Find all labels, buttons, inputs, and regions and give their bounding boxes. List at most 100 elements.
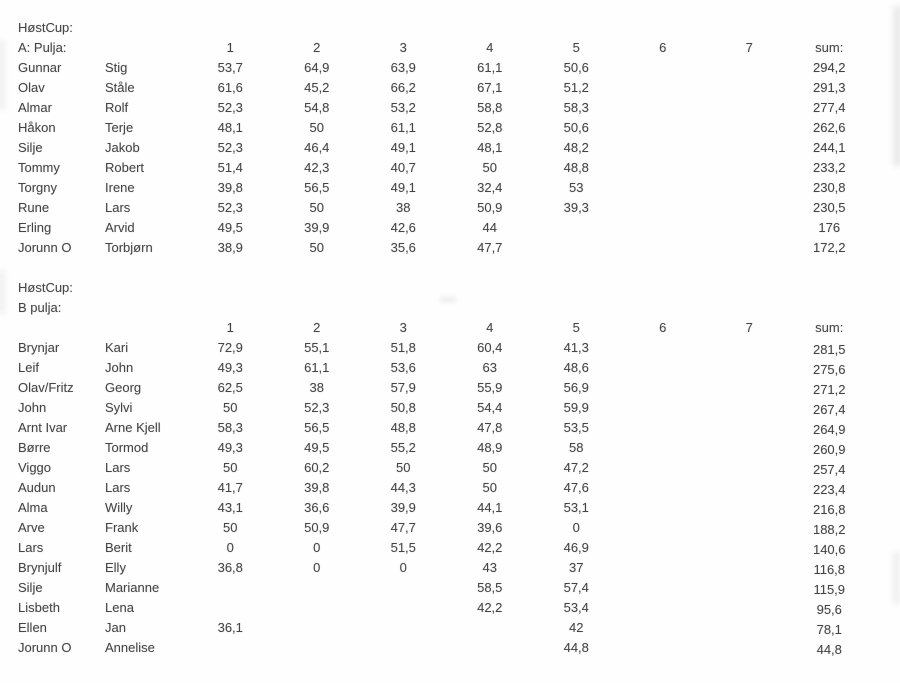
player-row: John Sylvi 50 52,3 50,8 54,4 59,9 267,4 xyxy=(18,398,866,418)
table-b-grid: 1 2 3 4 5 6 7 sum: Brynjar xyxy=(18,318,866,658)
sum-score: 233,2 xyxy=(812,160,846,175)
player-first-name: Jorunn O xyxy=(18,640,72,655)
round-1-score: 39,8 xyxy=(217,180,243,195)
round-1-score xyxy=(187,578,274,598)
player-partner-name: Jakob xyxy=(105,140,140,155)
player-first-name: Torgny xyxy=(18,180,58,195)
round-6-score xyxy=(620,538,707,558)
header-spacer xyxy=(18,318,187,338)
round-4-score: 42,2 xyxy=(477,540,503,555)
round-2-score: 49,5 xyxy=(304,440,330,455)
player-first-name: Lars xyxy=(18,540,44,555)
round-3-score xyxy=(360,578,447,598)
round-6-score xyxy=(620,358,707,378)
round-1-score: 52,3 xyxy=(217,100,243,115)
round-4-score: 48,1 xyxy=(477,140,503,155)
round-2-score: 0 xyxy=(313,560,321,575)
sum-score: 44,8 xyxy=(816,642,842,657)
player-row: Brynjulf Elly 36,8 0 0 43 37 116,8 xyxy=(18,558,866,578)
round-2-score: 56,5 xyxy=(304,180,330,195)
round-7-score xyxy=(706,58,793,78)
player-partner-name: Berit xyxy=(105,540,132,555)
round-1-score xyxy=(187,598,274,618)
sum-score: 294,2 xyxy=(812,60,846,75)
round-2-score: 36,6 xyxy=(304,500,330,515)
round-5-score: 50,6 xyxy=(563,60,589,75)
sum-score: 188,2 xyxy=(812,522,846,537)
round-2-score: 45,2 xyxy=(304,80,330,95)
player-partner-name: Tormod xyxy=(105,440,149,455)
round-6-score xyxy=(620,458,707,478)
player-first-name: Arnt Ivar xyxy=(18,420,68,435)
round-4-score: 44,1 xyxy=(477,500,503,515)
round-1-score: 61,6 xyxy=(217,80,243,95)
player-row: Jorunn O Annelise 44,8 44,8 xyxy=(18,638,866,658)
round-1-score: 62,5 xyxy=(217,380,243,395)
round-4-score xyxy=(447,618,534,638)
round-6-score xyxy=(620,558,707,578)
player-first-name: John xyxy=(18,400,47,415)
player-row: Leif John 49,3 61,1 53,6 63 48,6 275,6 xyxy=(18,358,866,378)
player-row: Olav Ståle 61,6 45,2 66,2 67,1 51,2 291,… xyxy=(18,78,866,98)
player-row: Gunnar Stig 53,7 64,9 63,9 61,1 50,6 294… xyxy=(18,58,866,78)
round-4-score: 52,8 xyxy=(477,120,503,135)
player-partner-name: Georg xyxy=(105,380,142,395)
round-3-score: 35,6 xyxy=(390,240,416,255)
player-partner-name: John xyxy=(105,360,134,375)
player-first-name: Rune xyxy=(18,200,50,215)
round-6-score xyxy=(620,338,707,358)
round-header-7: 7 xyxy=(745,320,753,335)
round-3-score: 50 xyxy=(396,460,411,475)
player-partner-name: Annelise xyxy=(105,640,155,655)
table-b-pulja: HøstCup: B pulja: 1 2 3 4 5 xyxy=(18,278,866,658)
player-row: Lisbeth Lena 42,2 53,4 95,6 xyxy=(18,598,866,618)
round-4-score: 60,4 xyxy=(477,340,503,355)
player-row: Børre Tormod 49,3 49,5 55,2 48,9 58 260,… xyxy=(18,438,866,458)
sum-score: 116,8 xyxy=(813,562,846,577)
player-partner-name: Marianne xyxy=(105,580,160,595)
round-5-score: 51,2 xyxy=(563,80,589,95)
table-b-subtitle: B pulja: xyxy=(18,300,62,315)
player-partner-name: Stig xyxy=(105,60,128,75)
round-6-score xyxy=(620,578,707,598)
player-first-name: Almar xyxy=(18,100,52,115)
round-5-score: 48,6 xyxy=(563,360,589,375)
player-partner-name: Jan xyxy=(105,620,126,635)
player-first-name: Håkon xyxy=(18,120,56,135)
round-6-score xyxy=(620,238,707,258)
sum-score: 264,9 xyxy=(812,422,846,437)
round-4-score: 54,4 xyxy=(477,400,503,415)
round-3-score: 39,9 xyxy=(390,500,416,515)
round-3-score xyxy=(360,618,447,638)
round-4-score: 63 xyxy=(482,360,497,375)
round-2-score: 39,9 xyxy=(304,220,330,235)
round-2-score: 64,9 xyxy=(304,60,330,75)
round-2-score: 0 xyxy=(313,540,321,555)
round-5-score: 46,9 xyxy=(563,540,589,555)
player-row: Arnt Ivar Arne Kjell 58,3 56,5 48,8 47,8… xyxy=(18,418,866,438)
round-3-score: 55,2 xyxy=(390,440,416,455)
round-5-score: 48,2 xyxy=(563,140,589,155)
round-2-score: 50 xyxy=(309,240,324,255)
player-first-name: Arve xyxy=(18,520,45,535)
round-5-score: 44,8 xyxy=(563,640,589,655)
player-first-name: Brynjar xyxy=(18,340,60,355)
round-7-score xyxy=(706,378,793,398)
round-5-score: 41,3 xyxy=(563,340,589,355)
round-3-score: 47,7 xyxy=(390,520,416,535)
player-partner-name: Lena xyxy=(105,600,134,615)
round-4-score: 50 xyxy=(482,160,497,175)
round-6-score xyxy=(620,498,707,518)
round-7-score xyxy=(706,478,793,498)
round-4-score: 50,9 xyxy=(477,200,503,215)
player-first-name: Silje xyxy=(18,140,43,155)
round-1-score: 53,7 xyxy=(217,60,243,75)
player-partner-name: Willy xyxy=(105,500,133,515)
player-row: Silje Marianne 58,5 57,4 115,9 xyxy=(18,578,866,598)
round-4-score xyxy=(447,638,534,658)
round-7-score xyxy=(706,118,793,138)
player-row: Olav/Fritz Georg 62,5 38 57,9 55,9 56,9 … xyxy=(18,378,866,398)
round-1-score: 43,1 xyxy=(217,500,243,515)
table-a-title: HøstCup: xyxy=(18,20,73,35)
player-row: Arve Frank 50 50,9 47,7 39,6 0 188,2 xyxy=(18,518,866,538)
